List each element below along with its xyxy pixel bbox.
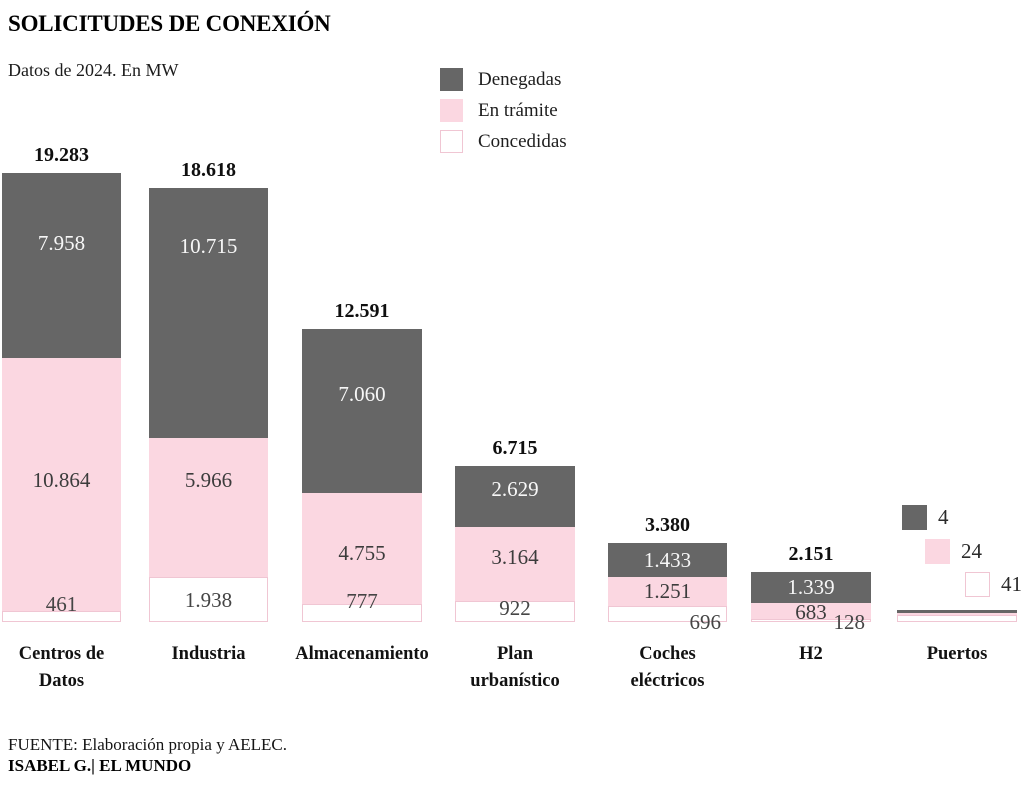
bar-plan-urbanistico: 6.715 2.629 3.164 922 xyxy=(455,437,575,622)
segment-concedidas xyxy=(897,614,1017,622)
value-en-tramite: 4.755 xyxy=(338,541,386,565)
mini-swatch-icon xyxy=(925,539,950,564)
puertos-value-denegadas: 4 xyxy=(938,505,949,529)
segment-en-tramite xyxy=(608,576,727,606)
segment-en-tramite xyxy=(751,603,871,620)
category-label-almacenamiento: Almacenamiento xyxy=(295,644,429,664)
value-denegadas: 1.433 xyxy=(643,548,692,572)
value-denegadas: 2.629 xyxy=(491,477,539,501)
puertos-mini-denegadas: 4 xyxy=(902,505,949,530)
value-denegadas: 7.060 xyxy=(338,382,386,406)
legend-swatch-icon xyxy=(440,130,463,153)
value-denegadas: 7.958 xyxy=(37,231,86,255)
segment-denegadas xyxy=(455,465,575,527)
mini-swatch-icon xyxy=(965,572,990,597)
value-concedidas: 1.938 xyxy=(184,588,233,612)
mini-swatch-icon xyxy=(902,505,927,530)
value-denegadas: 1.339 xyxy=(787,575,835,599)
value-concedidas: 696 xyxy=(689,610,722,634)
segment-denegadas xyxy=(149,188,268,438)
total-label: 12.591 xyxy=(334,299,390,322)
puertos-value-en-tramite: 24 xyxy=(961,539,982,563)
legend-swatch-icon xyxy=(440,68,463,91)
segment-denegadas xyxy=(302,328,422,494)
value-en-tramite: 10.864 xyxy=(32,468,91,492)
legend-item-concedidas: Concedidas xyxy=(440,130,567,153)
segment-concedidas xyxy=(751,619,871,622)
segment-denegadas xyxy=(897,610,1017,613)
source-note: FUENTE: Elaboración propia y AELEC. xyxy=(8,735,288,754)
value-en-tramite: 1.251 xyxy=(643,579,692,603)
value-denegadas: 10.715 xyxy=(179,234,238,258)
total-label: 19.283 xyxy=(34,144,89,166)
category-label-puertos: Puertos xyxy=(926,644,988,664)
value-en-tramite: 5.966 xyxy=(184,468,233,492)
value-en-tramite: 683 xyxy=(795,600,827,624)
legend-label: En trámite xyxy=(478,99,558,121)
chart-title: SOLICITUDES DE CONEXIÓN xyxy=(8,11,331,36)
segment-denegadas xyxy=(2,173,121,359)
value-concedidas: 777 xyxy=(346,589,378,613)
category-label-industria: Industria xyxy=(171,644,246,664)
segment-en-tramite xyxy=(897,612,1017,615)
category-label-plan-urbanistico: Plan urbanístico xyxy=(470,644,560,691)
bar-coches-electricos: 3.380 1.433 1.251 696 xyxy=(608,514,727,633)
value-concedidas: 922 xyxy=(499,596,531,620)
value-concedidas: 461 xyxy=(45,592,78,616)
chart-subtitle: Datos de 2024. En MW xyxy=(8,60,179,80)
legend-label: Concedidas xyxy=(478,130,567,152)
total-label: 6.715 xyxy=(492,436,538,459)
bar-h2: 2.151 1.339 683 128 xyxy=(751,543,871,633)
total-label: 2.151 xyxy=(788,542,834,565)
legend-label: Denegadas xyxy=(478,68,562,90)
legend-item-en-tr-mite: En trámite xyxy=(440,99,567,122)
total-label: 18.618 xyxy=(181,159,236,182)
legend-swatch-icon xyxy=(440,99,463,122)
segment-denegadas xyxy=(751,571,871,604)
segment-concedidas xyxy=(2,611,121,622)
segment-concedidas xyxy=(149,576,268,622)
total-label: 3.380 xyxy=(645,514,690,537)
category-label-h2: H2 xyxy=(799,644,823,664)
legend: Denegadas En trámite Concedidas xyxy=(440,68,567,161)
segment-denegadas xyxy=(608,543,727,577)
bar-industria: 18.618 10.715 5.966 1.938 xyxy=(149,159,268,622)
bar-almacenamiento: 12.591 7.060 4.755 777 xyxy=(302,300,422,622)
segment-en-tramite xyxy=(455,526,575,601)
bar-puertos xyxy=(897,610,1017,622)
puertos-mini-concedidas: 41 xyxy=(965,572,1022,597)
segment-concedidas xyxy=(455,600,575,622)
credit: ISABEL G.| EL MUNDO xyxy=(8,756,192,775)
legend-item-denegadas: Denegadas xyxy=(440,68,567,91)
segment-en-tramite xyxy=(302,493,422,604)
segment-en-tramite xyxy=(2,358,121,612)
segment-concedidas xyxy=(608,605,727,622)
category-label-coches-electricos: Coches eléctricos xyxy=(630,644,705,691)
puertos-mini-en-tramite: 24 xyxy=(925,539,982,564)
value-concedidas: 128 xyxy=(833,610,866,634)
puertos-value-concedidas: 41 xyxy=(1001,572,1022,596)
category-label-centros-de-datos: Centros de Datos xyxy=(18,644,105,691)
value-en-tramite: 3.164 xyxy=(491,545,539,569)
segment-en-tramite xyxy=(149,437,268,577)
plot-area: 19.283 7.958 10.864 461 18.618 10.715 5.966 1.9… xyxy=(2,144,1022,633)
bar-centros-de-datos: 19.283 7.958 10.864 461 xyxy=(2,144,121,622)
segment-concedidas xyxy=(302,603,422,622)
